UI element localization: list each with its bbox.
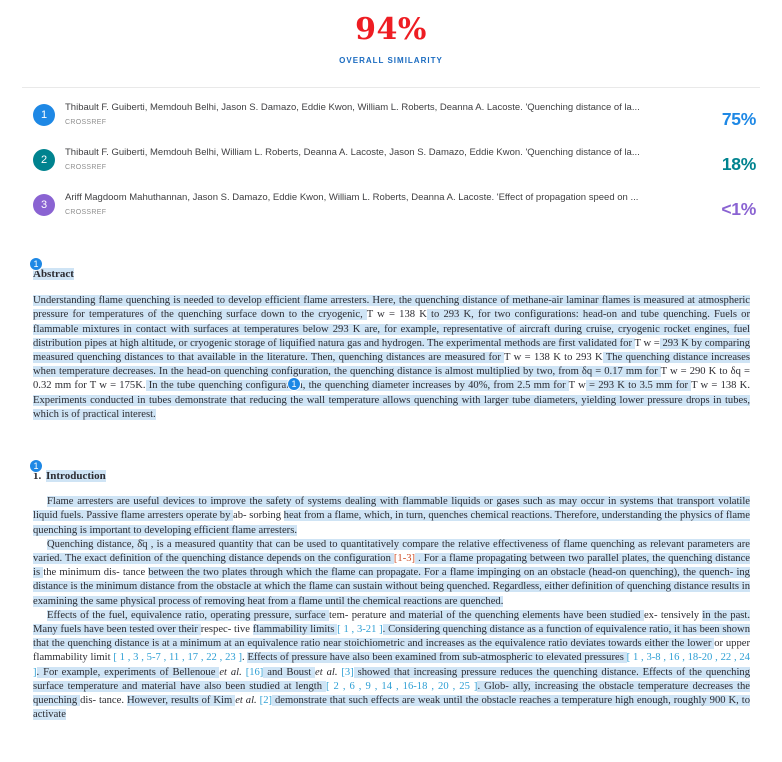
overall-similarity-label: OVERALL SIMILARITY: [339, 56, 443, 65]
source-number-badge[interactable]: 2: [33, 149, 55, 171]
overlap-source-badge[interactable]: 1: [29, 257, 43, 271]
source-title: Thibault F. Guiberti, Memdouh Belhi, Wil…: [65, 147, 640, 158]
source-title: Ariff Magdoom Mahuthannan, Jason S. Dama…: [65, 192, 639, 203]
citation-link[interactable]: [2]: [259, 695, 273, 707]
citation-link[interactable]: [ 1 , 3-21 ]: [337, 624, 383, 636]
plain-text: et al.: [235, 695, 257, 707]
abstract-heading-text: Abstract: [33, 268, 74, 280]
plain-text: respec- tive: [200, 624, 253, 636]
similarity-report-page: 94% OVERALL SIMILARITY 1 Thibault F. Guib…: [0, 12, 782, 722]
highlighted-text: and material of the quenching elements h…: [389, 609, 644, 621]
header-divider: [22, 87, 760, 88]
plain-text: T w = 290 K to δq = 0.32 mm for T w = 17…: [33, 366, 750, 392]
introduction-section-number: 1.: [33, 470, 42, 483]
introduction-paragraph-1: Flame arresters are useful devices to im…: [33, 495, 751, 538]
highlighted-text: flammability limits: [252, 624, 338, 636]
citation-link[interactable]: [3]: [341, 666, 354, 678]
plain-text: the minimum dis- tance: [43, 567, 149, 579]
plain-text: ex- tensively: [643, 609, 703, 621]
source-title: Thibault F. Guiberti, Memdouh Belhi, Jas…: [65, 102, 640, 113]
source-match-percent: <1%: [721, 199, 756, 219]
source-info: Thibault F. Guiberti, Memdouh Belhi, Wil…: [65, 145, 698, 171]
overall-similarity-score: 94%: [355, 12, 427, 47]
abstract-heading: 1 Abstract: [29, 257, 750, 281]
introduction-paragraph-2: Quenching distance, δ̄q , is a measured …: [33, 538, 750, 609]
citation-link[interactable]: [ 1 , 3-8 , 16 , 18-20 , 22 , 24 ]: [33, 652, 750, 678]
highlighted-text: . For example, experiments of Bellenoue: [36, 666, 220, 678]
plain-text: et al.: [219, 666, 242, 678]
source-number-badge[interactable]: 3: [33, 194, 55, 216]
introduction-paragraphs: Flame arresters are useful devices to im…: [33, 495, 751, 723]
source-database-label: CROSSREF: [65, 164, 107, 171]
source-database-label: CROSSREF: [65, 119, 107, 126]
plain-text: or upper flammability limit: [33, 638, 750, 664]
plain-text: T w = 138 K.: [691, 380, 750, 392]
highlighted-text: Effects of the fuel, equivalence ratio, …: [47, 609, 329, 621]
plain-text: et al.: [315, 666, 338, 678]
plain-text: dis- tance.: [80, 695, 127, 707]
citation-link[interactable]: [16]: [245, 666, 264, 678]
citation-link[interactable]: [1-3]: [393, 553, 416, 565]
plain-text: .: [242, 652, 248, 664]
plain-text: T w: [568, 380, 586, 392]
citation-link[interactable]: [ 2 , 6 , 9 , 14 , 16-18 , 20 , 25 ]: [326, 680, 478, 692]
source-match-percent: 18%: [721, 154, 756, 174]
source-row-2[interactable]: 2 Thibault F. Guiberti, Memdouh Belhi, Wi…: [33, 139, 756, 184]
plain-text: T w = 138 K to 293 K: [504, 352, 603, 364]
source-number-badge[interactable]: 1: [33, 104, 55, 126]
overlap-source-badge[interactable]: 1: [29, 459, 43, 474]
highlighted-text: and Boust: [263, 666, 316, 678]
source-info: Ariff Magdoom Mahuthannan, Jason S. Dama…: [65, 190, 698, 216]
abstract-paragraph: Understanding flame quenching is needed …: [33, 294, 750, 422]
highlighted-text: = 293 K to 3.5 mm for: [585, 380, 692, 392]
plain-text: T w = 138 K: [366, 309, 427, 321]
source-info: Thibault F. Guiberti, Memdouh Belhi, Jas…: [65, 100, 698, 126]
plain-text: T w =: [634, 337, 660, 349]
citation-link[interactable]: [ 1 , 3 , 5-7 , 11 , 17 , 22 , 23 ]: [113, 652, 242, 664]
source-row-3[interactable]: 3 Ariff Magdoom Mahuthannan, Jason S. Dam…: [33, 184, 756, 229]
plain-text: ab- sorbing: [233, 510, 284, 522]
highlighted-text: In the tube quenching configuration, the…: [145, 380, 569, 392]
introduction-paragraph-3: Effects of the fuel, equivalence ratio, …: [33, 609, 751, 723]
highlighted-text: to 293 K, for two configurations: head-o…: [33, 309, 750, 349]
source-list: 1 Thibault F. Guiberti, Memdouh Belhi, Ja…: [33, 94, 756, 229]
plain-text: tem- perature: [328, 609, 390, 621]
highlighted-text: Effects of pressure have also been exami…: [247, 652, 627, 664]
overlap-source-badge-inline[interactable]: 1: [287, 377, 301, 391]
document-body: 1 Abstract Understanding flame quenching…: [29, 257, 751, 723]
source-match-percent: 75%: [721, 109, 756, 129]
introduction-heading-text: Introduction: [46, 470, 106, 483]
highlighted-text: However, results of Kim: [126, 695, 236, 707]
introduction-heading: 1 1. Introduction: [29, 459, 750, 483]
highlighted-text: Experiments conducted in tubes demonstra…: [33, 394, 750, 420]
source-row-1[interactable]: 1 Thibault F. Guiberti, Memdouh Belhi, Ja…: [33, 94, 756, 139]
source-database-label: CROSSREF: [65, 209, 107, 216]
